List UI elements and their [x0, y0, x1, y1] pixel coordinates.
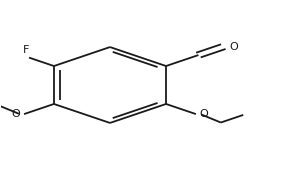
Text: O: O [12, 109, 21, 119]
Text: O: O [230, 42, 238, 52]
Text: O: O [199, 109, 208, 119]
Text: F: F [23, 45, 29, 55]
